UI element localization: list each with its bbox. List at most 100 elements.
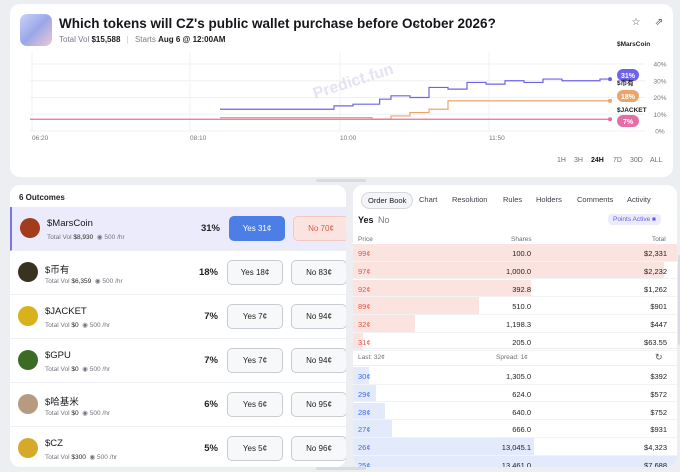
buy-yes-button[interactable]: Yes 7¢ bbox=[227, 304, 283, 329]
outcome-row[interactable]: $GPU Total Vol $0 ◉ 500 /hr 7% Yes 7¢ No 94¢ bbox=[10, 339, 346, 383]
ask-row[interactable]: 31¢ 205.0 $63.55 bbox=[353, 333, 677, 351]
orderbook-panel: Order Book Chart Resolution Rules Holder… bbox=[353, 185, 677, 467]
x-tick-label: 10:00 bbox=[340, 135, 357, 142]
tab-holders[interactable]: Holders bbox=[536, 195, 562, 204]
buy-no-button[interactable]: No 96¢ bbox=[291, 436, 346, 461]
market-header-card: Which tokens will CZ's public wallet pur… bbox=[10, 4, 673, 177]
trash-icon: ■ bbox=[652, 216, 656, 223]
outcome-vol-label: Total Vol bbox=[45, 410, 70, 417]
outcome-row[interactable]: $CZ Total Vol $300 ◉ 500 /hr 5% Yes 5¢ No 96… bbox=[10, 427, 346, 467]
bid-row[interactable]: 27¢ 666.0 $931 bbox=[353, 420, 677, 438]
series-value-pill bbox=[617, 90, 639, 102]
outcome-rate: 500 bbox=[89, 410, 101, 417]
buy-yes-button[interactable]: Yes 7¢ bbox=[227, 348, 283, 373]
market-title: Which tokens will CZ's public wallet pur… bbox=[59, 16, 496, 31]
timeframe-24h[interactable]: 24H bbox=[591, 157, 604, 164]
outcome-name: $哈基米 bbox=[45, 397, 79, 408]
outcome-vol: $0 bbox=[71, 410, 79, 417]
bottom-scroll-handle[interactable] bbox=[316, 467, 366, 470]
outcome-row[interactable]: $MarsCoin Total Vol $8,930 ◉ 500 /hr 31% Ye… bbox=[10, 207, 346, 251]
outcome-vol-label: Total Vol bbox=[47, 234, 72, 241]
points-icon: ◉ bbox=[82, 410, 88, 417]
outcome-row[interactable]: $币有 Total Vol $6,359 ◉ 500 /hr 18% Yes 18¢ N… bbox=[10, 251, 346, 295]
order-total: $2,232 bbox=[644, 266, 667, 276]
buy-no-button[interactable]: No 70¢ bbox=[293, 216, 346, 241]
outcome-row[interactable]: $JACKET Total Vol $0 ◉ 500 /hr 7% Yes 7¢ No … bbox=[10, 295, 346, 339]
depth-bar bbox=[353, 297, 480, 314]
points-icon: ◉ bbox=[89, 454, 96, 461]
share-icon[interactable]: ⇗ bbox=[654, 17, 664, 28]
outcome-rate: 500 bbox=[89, 322, 101, 329]
order-shares: 1,000.0 bbox=[505, 266, 531, 276]
series-value-pill bbox=[617, 69, 639, 81]
ask-row[interactable]: 92¢ 392.8 $1,262 bbox=[353, 279, 677, 298]
market-icon bbox=[20, 14, 52, 46]
tab-chart[interactable]: Chart bbox=[419, 195, 438, 204]
outcome-vol: $0 bbox=[71, 322, 79, 329]
outcome-probability: 31% bbox=[200, 223, 220, 234]
outcome-vol-label: Total Vol bbox=[45, 454, 70, 461]
chevron-down-icon[interactable]: ⌄ bbox=[412, 17, 422, 29]
timeframe-3h[interactable]: 3H bbox=[574, 157, 583, 164]
order-shares: 13,045.1 bbox=[501, 443, 531, 453]
order-total: $7,688 bbox=[644, 461, 667, 467]
buy-no-button[interactable]: No 95¢ bbox=[291, 392, 346, 417]
timeframe-7d[interactable]: 7D bbox=[613, 157, 622, 164]
outcome-vol-label: Total Vol bbox=[45, 278, 70, 285]
x-tick-label: 08:10 bbox=[190, 135, 207, 142]
ask-row[interactable]: 89¢ 510.0 $901 bbox=[353, 297, 677, 315]
outcome-meta: Total Vol $0 ◉ 500 /hr bbox=[45, 321, 110, 329]
buy-no-button[interactable]: No 94¢ bbox=[291, 348, 346, 373]
tab-activity[interactable]: Activity bbox=[627, 195, 651, 204]
col-price: Price bbox=[358, 236, 373, 243]
market-meta: Total Vol $15,588 | Starts Aug 6 @ 12:00… bbox=[59, 35, 226, 44]
tab-comments[interactable]: Comments bbox=[577, 195, 614, 204]
total-vol-label: Total Vol bbox=[59, 35, 90, 44]
outcome-meta: Total Vol $300 ◉ 500 /hr bbox=[45, 453, 117, 461]
buy-yes-button[interactable]: Yes 6¢ bbox=[227, 392, 283, 417]
x-tick-label: 06:20 bbox=[32, 135, 49, 142]
depth-bar bbox=[353, 384, 376, 402]
timeframe-30d[interactable]: 30D bbox=[630, 157, 643, 164]
series-name-label: $币有 bbox=[617, 78, 634, 87]
ask-row[interactable]: 32¢ 1,198.3 $447 bbox=[353, 315, 677, 333]
orderbook-yes-toggle[interactable]: Yes bbox=[358, 215, 374, 225]
outcome-probability: 5% bbox=[204, 443, 218, 454]
outcome-avatar bbox=[20, 218, 40, 238]
outcome-avatar bbox=[18, 306, 38, 326]
buy-yes-button[interactable]: Yes 18¢ bbox=[227, 260, 283, 285]
bid-row[interactable]: 30¢ 1,305.0 $392 bbox=[353, 367, 677, 385]
order-total: $447 bbox=[650, 320, 667, 330]
depth-bar bbox=[353, 333, 363, 350]
ask-row[interactable]: 97¢ 1,000.0 $2,232 bbox=[353, 261, 677, 280]
tab-rules[interactable]: Rules bbox=[503, 195, 523, 204]
outcome-row[interactable]: $哈基米 Total Vol $0 ◉ 500 /hr 6% Yes 6¢ No 95¢ bbox=[10, 383, 346, 427]
points-icon: ◉ bbox=[96, 234, 103, 241]
buy-no-button[interactable]: No 83¢ bbox=[291, 260, 346, 285]
outcome-rate-suffix: /hr bbox=[102, 366, 110, 373]
x-tick-label: 11:50 bbox=[489, 135, 505, 142]
panel-resize-handle[interactable] bbox=[316, 179, 366, 182]
outcome-meta: Total Vol $0 ◉ 500 /hr bbox=[45, 365, 110, 373]
bid-row[interactable]: 25¢ 13,461.0 $7,688 bbox=[353, 456, 677, 467]
timeframe-all[interactable]: ALL bbox=[650, 157, 663, 164]
tab-order-book[interactable]: Order Book bbox=[361, 192, 414, 209]
buy-no-button[interactable]: No 94¢ bbox=[291, 304, 346, 329]
buy-yes-button[interactable]: Yes 5¢ bbox=[227, 436, 283, 461]
order-price: 97¢ bbox=[358, 266, 371, 276]
orderbook-no-toggle[interactable]: No bbox=[378, 215, 390, 225]
y-tick-label: 20% bbox=[653, 95, 666, 102]
tab-resolution[interactable]: Resolution bbox=[452, 195, 488, 204]
bid-row[interactable]: 26¢ 13,045.1 $4,323 bbox=[353, 438, 677, 456]
page-scrollbar[interactable] bbox=[678, 255, 680, 345]
bid-row[interactable]: 28¢ 640.0 $752 bbox=[353, 402, 677, 421]
bid-row[interactable]: 29¢ 624.0 $572 bbox=[353, 384, 677, 403]
timeframe-1h[interactable]: 1H bbox=[557, 157, 566, 164]
refresh-icon[interactable]: ↻ bbox=[655, 352, 663, 362]
ask-row[interactable]: 99¢ 100.0 $2,331 bbox=[353, 244, 677, 262]
order-price: 27¢ bbox=[358, 425, 371, 435]
buy-yes-button[interactable]: Yes 31¢ bbox=[229, 216, 285, 241]
outcome-rate: 500 bbox=[102, 278, 114, 285]
star-icon[interactable]: ☆ bbox=[631, 17, 641, 28]
outcome-probability: 7% bbox=[204, 311, 218, 322]
